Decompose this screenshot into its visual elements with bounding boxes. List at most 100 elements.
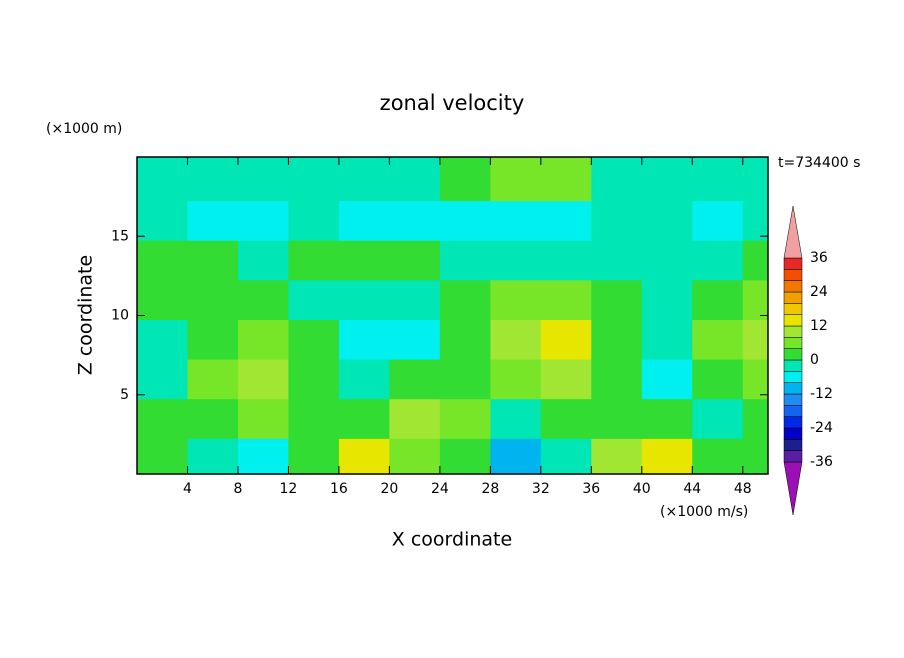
colorbar-box: [783, 314, 803, 327]
field-cell: [591, 279, 643, 320]
field-cell: [288, 200, 340, 241]
x-tick-label: 24: [431, 481, 449, 497]
field-cell: [692, 438, 744, 475]
field-cell: [237, 200, 289, 241]
field-cell: [490, 200, 542, 241]
colorbar-box: [783, 337, 803, 349]
colorbar-label: 36: [810, 250, 828, 266]
field-cell: [692, 359, 744, 400]
field-cell: [490, 240, 542, 281]
field-cell: [389, 359, 441, 400]
y-tick-label: 5: [120, 387, 129, 403]
field-cell: [237, 359, 289, 400]
field-cell: [692, 398, 744, 439]
field-cell: [742, 398, 769, 439]
field-cell: [692, 240, 744, 281]
field-cell: [237, 398, 289, 439]
field-cell: [742, 200, 769, 241]
field-cell: [742, 279, 769, 320]
field-cell: [591, 200, 643, 241]
x-tick-label: 44: [683, 481, 701, 497]
field-cell: [439, 200, 491, 241]
colorbar-box: [783, 269, 803, 281]
colorbar-box: [783, 450, 803, 463]
field-cell: [641, 438, 693, 475]
field-cell: [439, 359, 491, 400]
time-label: t=734400 s: [778, 155, 860, 171]
x-tick-label: 32: [532, 481, 550, 497]
field-cell: [338, 157, 390, 202]
colorbar-box: [783, 257, 803, 270]
colorbar-label: -24: [810, 420, 833, 436]
x-tick-label: 40: [633, 481, 651, 497]
field-cell: [692, 319, 744, 360]
field-cell: [389, 279, 441, 320]
field-cell: [187, 157, 239, 202]
field-cell: [540, 200, 592, 241]
field-cell: [641, 240, 693, 281]
field-cell: [540, 279, 592, 320]
field-cell: [237, 438, 289, 475]
field-cell: [439, 398, 491, 439]
colorbar-box: [783, 439, 803, 451]
colorbar-box: [783, 359, 803, 372]
field-cell: [591, 398, 643, 439]
field-cell: [338, 279, 390, 320]
field-cell: [540, 157, 592, 202]
field-cell: [439, 438, 491, 475]
field-cell: [490, 319, 542, 360]
field-cell: [540, 398, 592, 439]
colorbar-box: [783, 382, 803, 395]
colorbar-box: [783, 280, 803, 293]
field-cell: [137, 157, 188, 202]
field-cell: [338, 438, 390, 475]
colorbar-box: [783, 291, 803, 304]
field-cell: [237, 240, 289, 281]
colorbar-box: [783, 371, 803, 383]
field-cell: [187, 438, 239, 475]
field-cell: [641, 319, 693, 360]
x-tick-label: 28: [481, 481, 499, 497]
x-tick-label: 36: [582, 481, 600, 497]
colorbar-label: 12: [810, 318, 828, 334]
field-cell: [389, 319, 441, 360]
field-cell: [692, 279, 744, 320]
colorbar-label: 0: [810, 352, 819, 368]
field-cell: [288, 359, 340, 400]
field-cell: [389, 398, 441, 439]
field-cell: [237, 319, 289, 360]
field-cell: [288, 438, 340, 475]
field-cell: [591, 359, 643, 400]
colorbar-box: [783, 416, 803, 429]
field-cell: [641, 398, 693, 439]
field-cell: [187, 240, 239, 281]
field-cell: [187, 359, 239, 400]
field-cell: [288, 157, 340, 202]
field-cell: [187, 279, 239, 320]
field-cell: [137, 359, 188, 400]
field-cell: [490, 359, 542, 400]
field-cell: [540, 438, 592, 475]
y-tick-label: 10: [111, 308, 129, 324]
colorbar-box: [783, 427, 803, 440]
field-cell: [389, 438, 441, 475]
field-cell: [641, 279, 693, 320]
field-cell: [137, 398, 188, 439]
y-tick-label: 15: [111, 228, 129, 244]
field-cell: [389, 200, 441, 241]
colorbar-box: [783, 325, 803, 338]
field-cell: [742, 438, 769, 475]
x-tick-label: 12: [280, 481, 298, 497]
field-cell: [237, 157, 289, 202]
field-cell: [591, 157, 643, 202]
x-tick-label: 16: [330, 481, 348, 497]
field-cell: [540, 319, 592, 360]
field-cell: [490, 398, 542, 439]
field-cell: [187, 200, 239, 241]
field-cell: [338, 319, 390, 360]
field-cell: [338, 359, 390, 400]
field-cell: [641, 359, 693, 400]
field: [137, 157, 769, 475]
field-cell: [641, 157, 693, 202]
